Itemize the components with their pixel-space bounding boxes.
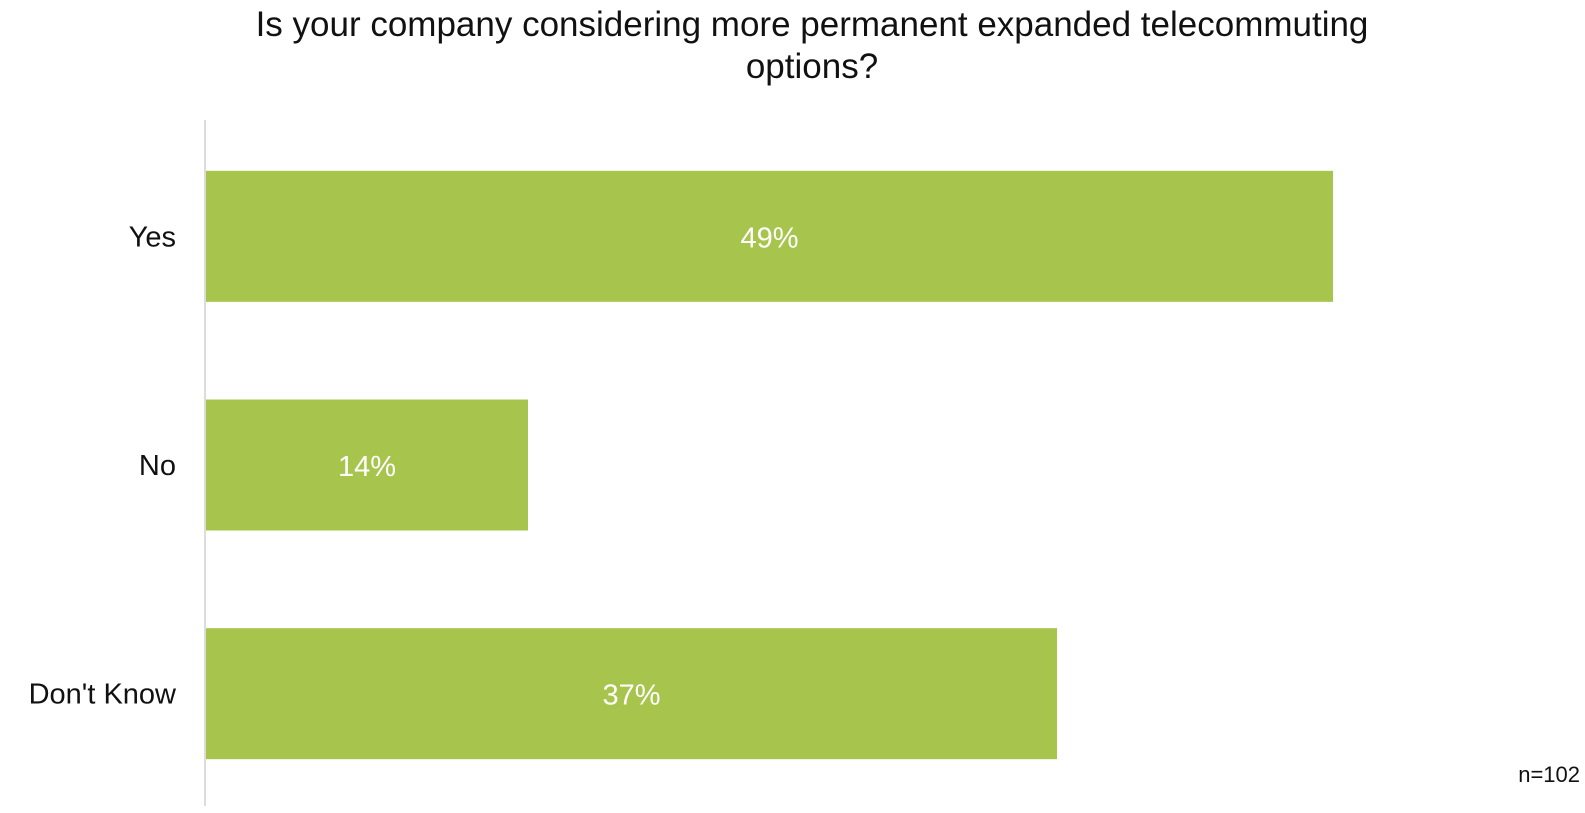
bar-value-label: 37%	[602, 680, 660, 712]
bar-yes	[206, 170, 1333, 302]
chart-title: Is your company considering more permane…	[255, 5, 1369, 86]
bar-value-label: 14%	[338, 451, 396, 483]
category-label: No	[139, 450, 176, 482]
category-label: Don't Know	[29, 679, 177, 711]
category-label: Yes	[129, 221, 176, 253]
bar-no	[206, 399, 528, 531]
bar-don-t-know	[206, 628, 1057, 760]
bar-value-label: 49%	[740, 222, 798, 254]
sample-size-note: n=102	[1518, 762, 1580, 787]
